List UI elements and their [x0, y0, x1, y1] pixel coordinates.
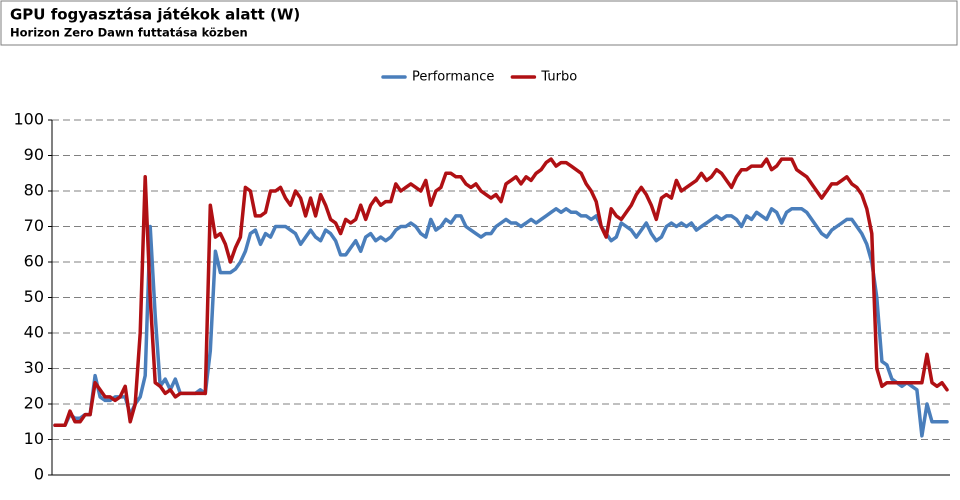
y-tick-label: 40 [24, 323, 44, 342]
y-tick-label: 70 [24, 216, 44, 235]
y-tick-label: 100 [13, 110, 44, 129]
y-tick-label: 80 [24, 181, 44, 200]
y-tick-label: 60 [24, 252, 44, 271]
y-tick-label: 50 [24, 287, 44, 306]
y-tick-label: 20 [24, 394, 44, 413]
y-tick-label: 0 [34, 465, 44, 484]
legend-label: Turbo [540, 70, 577, 85]
line-1 [53, 157, 949, 428]
y-tick-label: 90 [24, 145, 44, 164]
y-tick-label: 30 [24, 358, 44, 377]
legend-label: Performance [412, 70, 494, 85]
y-tick-label: 10 [24, 429, 44, 448]
line-0 [53, 207, 949, 438]
title-box [0, 0, 958, 46]
chart-subtitle: Horizon Zero Dawn futtatása közben [10, 26, 248, 40]
chart-title: GPU fogyasztása játékok alatt (W) [10, 6, 300, 24]
